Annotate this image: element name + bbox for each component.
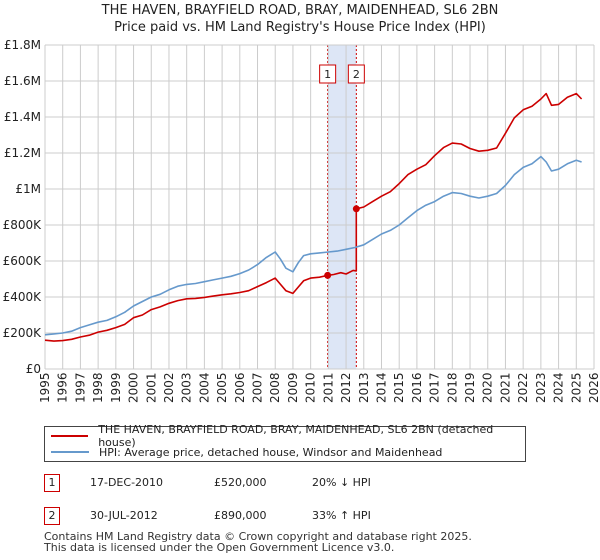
transaction-price: £520,000 (214, 476, 267, 489)
sale-marker-label: 1 (324, 68, 331, 81)
x-tick-label: 2001 (144, 372, 158, 403)
y-tick-label: £1M (15, 182, 41, 196)
x-tick-label: 2015 (392, 372, 406, 403)
x-tick-label: 2011 (321, 372, 335, 403)
transaction-marker: 2 (44, 507, 60, 525)
x-tick-label: 1996 (56, 372, 70, 403)
y-tick-label: £1.6M (4, 74, 41, 88)
x-tick-label: 1998 (91, 372, 105, 403)
transaction-marker: 1 (44, 474, 60, 492)
x-tick-label: 2022 (516, 372, 530, 403)
transaction-hpi-delta: 33% ↑ HPI (312, 509, 371, 522)
price-chart: 1 2 £0 £200K £400K £600K £800K £1M £1.2M £1.4M £1… (3, 38, 600, 403)
x-tick-label: 1997 (73, 372, 87, 403)
x-tick-label: 2007 (251, 372, 265, 403)
x-tick-label: 2021 (498, 372, 512, 403)
y-tick-label: £800K (3, 218, 43, 232)
legend: THE HAVEN, BRAYFIELD ROAD, BRAY, MAIDENH… (44, 423, 526, 462)
x-tick-label: 2002 (162, 372, 176, 403)
legend-item-hpi: HPI: Average price, detached house, Wind… (51, 444, 442, 460)
y-tick-label: £600K (3, 254, 43, 268)
transaction-price: £890,000 (214, 509, 267, 522)
x-tick-label: 2006 (233, 372, 247, 403)
chart-subtitle: Price paid vs. HM Land Registry's House … (114, 20, 486, 35)
x-tick-label: 1995 (38, 372, 52, 403)
x-tick-label: 2024 (552, 372, 566, 403)
legend-item-property: THE HAVEN, BRAYFIELD ROAD, BRAY, MAIDENH… (51, 423, 525, 449)
sale-highlight-band (327, 45, 357, 369)
legend-label-hpi: HPI: Average price, detached house, Wind… (99, 445, 443, 459)
x-tick-label: 2003 (180, 372, 194, 403)
x-tick-label: 2025 (569, 372, 583, 403)
x-tick-label: 2000 (127, 372, 141, 403)
x-tick-label: 2010 (304, 372, 318, 403)
y-tick-label: £1.2M (4, 146, 41, 160)
property-series-line (44, 92, 583, 342)
sale-point (352, 205, 360, 213)
sale-marker-label: 2 (353, 68, 360, 81)
y-tick-label: £1.4M (4, 110, 41, 124)
x-tick-label: 2014 (374, 372, 388, 403)
y-tick-label: £200K (3, 326, 43, 340)
legend-swatch-hpi (51, 451, 89, 453)
transaction-date: 30-JUL-2012 (90, 509, 158, 522)
x-tick-label: 2026 (587, 372, 600, 403)
x-tick-label: 2012 (339, 372, 353, 403)
x-tick-label: 2008 (268, 372, 282, 403)
transaction-hpi-delta: 20% ↓ HPI (312, 476, 371, 489)
copyright-notice: Contains HM Land Registry data © Crown c… (44, 530, 472, 543)
y-tick-label: £1.8M (4, 38, 41, 52)
x-tick-label: 2017 (428, 372, 442, 403)
legend-label-property: THE HAVEN, BRAYFIELD ROAD, BRAY, MAIDENH… (98, 423, 494, 449)
licence-notice: This data is licensed under the Open Gov… (44, 541, 395, 554)
transaction-date: 17-DEC-2010 (90, 476, 164, 489)
x-tick-label: 2004 (197, 372, 211, 403)
x-tick-label: 2016 (410, 372, 424, 403)
x-tick-label: 1999 (109, 372, 123, 403)
legend-swatch-property (51, 435, 89, 437)
y-tick-label: £400K (3, 290, 43, 304)
sale-marker-box (319, 64, 337, 84)
footer: Contains HM Land Registry data © Crown c… (44, 531, 472, 553)
x-tick-label: 2023 (534, 372, 548, 403)
y-tick-label: £0 (26, 362, 41, 376)
chart-title: THE HAVEN, BRAYFIELD ROAD, BRAY, MAIDENH… (101, 3, 499, 18)
sale-marker-box (347, 64, 365, 84)
sale-point (324, 271, 332, 279)
x-tick-label: 2018 (445, 372, 459, 403)
hpi-series-line (44, 155, 582, 336)
x-tick-label: 2009 (286, 372, 300, 403)
x-tick-label: 2020 (481, 372, 495, 403)
x-tick-label: 2005 (215, 372, 229, 403)
x-tick-label: 2019 (463, 372, 477, 403)
x-tick-label: 2013 (357, 372, 371, 403)
